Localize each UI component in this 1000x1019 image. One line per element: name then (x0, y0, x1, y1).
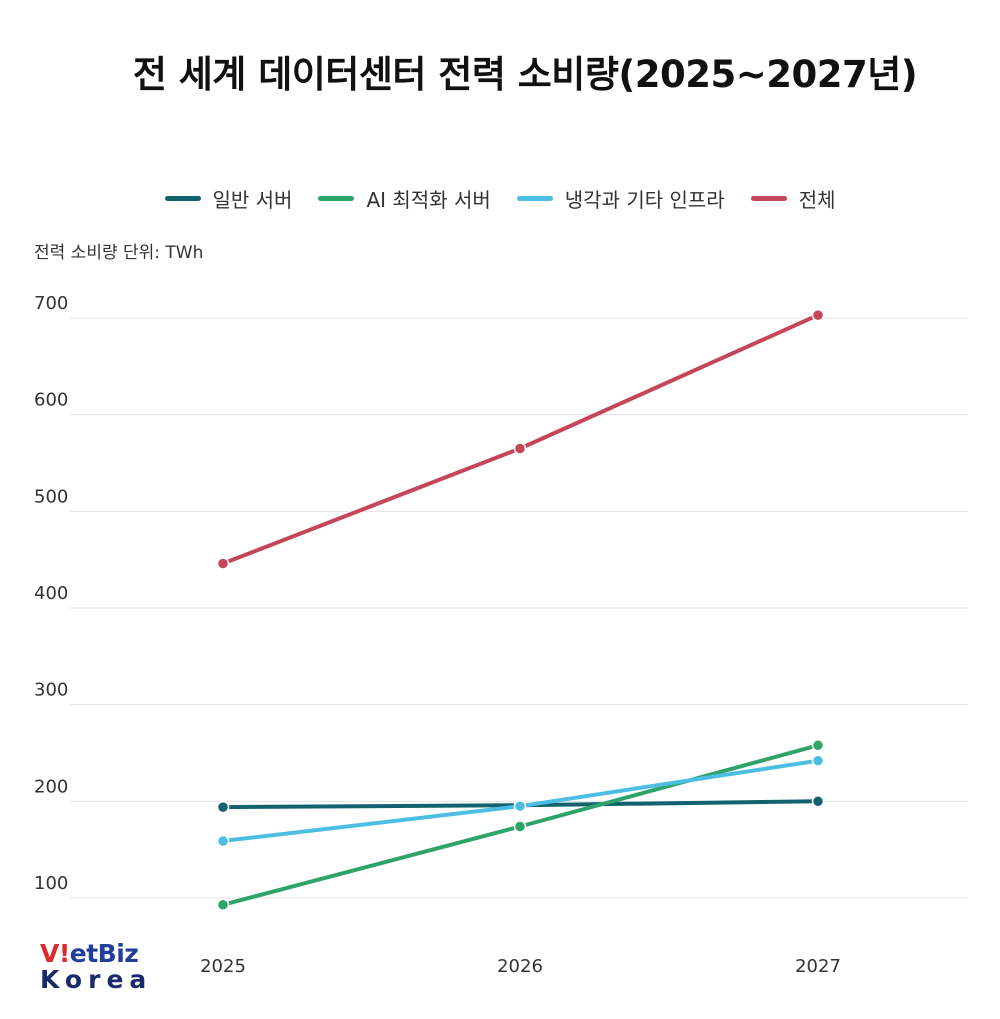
x-tick-label-2027: 2027 (795, 956, 841, 977)
x-tick-label-2026: 2026 (497, 956, 543, 977)
data-point-ai-2026 (513, 820, 527, 833)
data-point-cooling-2027 (811, 754, 825, 767)
vietbiz-korea-logo: V!etBiz Korea (40, 939, 175, 995)
y-tick-label-700: 700 (34, 293, 68, 314)
data-point-total-2025 (216, 557, 230, 570)
legend-label-general: 일반 서버 (212, 188, 293, 212)
data-point-total-2026 (513, 442, 527, 455)
y-tick-label-200: 200 (34, 776, 68, 797)
series-line-total (221, 313, 820, 566)
y-tick-label-100: 100 (34, 873, 68, 894)
legend-swatch-general (164, 196, 201, 201)
y-tick-label-400: 400 (34, 583, 68, 604)
legend-swatch-total (750, 196, 787, 201)
unit-note: 전력 소비량 단위: TWh (34, 243, 204, 263)
legend-item-cooling[interactable]: 냉각과 기타 인프라 (516, 184, 725, 213)
data-point-cooling-2026 (513, 799, 527, 813)
data-point-total-2027 (811, 308, 825, 322)
data-point-general-2027 (811, 795, 825, 808)
legend-label-total: 전체 (798, 188, 836, 212)
logo-bottom: Korea (40, 965, 153, 994)
logo-top: V!etBiz (40, 939, 139, 968)
chart-title: 전 세계 데이터센터 전력 소비량(2025~2027년) (132, 53, 918, 96)
legend-swatch-ai (318, 196, 355, 201)
data-point-ai-2025 (216, 898, 230, 912)
legend-label-cooling: 냉각과 기타 인프라 (564, 188, 725, 212)
y-tick-label-500: 500 (34, 486, 68, 507)
data-point-ai-2027 (811, 739, 825, 752)
data-point-cooling-2025 (216, 834, 230, 848)
legend-swatch-cooling (516, 196, 553, 201)
y-tick-label-600: 600 (34, 390, 68, 411)
legend-label-ai: AI 최적화 서버 (366, 188, 491, 212)
legend-item-ai[interactable]: AI 최적화 서버 (318, 184, 491, 213)
x-tick-label-2025: 2025 (200, 956, 246, 977)
y-tick-label-300: 300 (34, 680, 68, 701)
legend-item-general[interactable]: 일반 서버 (164, 184, 293, 213)
legend-item-total[interactable]: 전체 (750, 184, 836, 213)
data-point-general-2025 (216, 800, 230, 814)
legend: 일반 서버 AI 최적화 서버 냉각과 기타 인프라 전체 (0, 184, 1000, 213)
